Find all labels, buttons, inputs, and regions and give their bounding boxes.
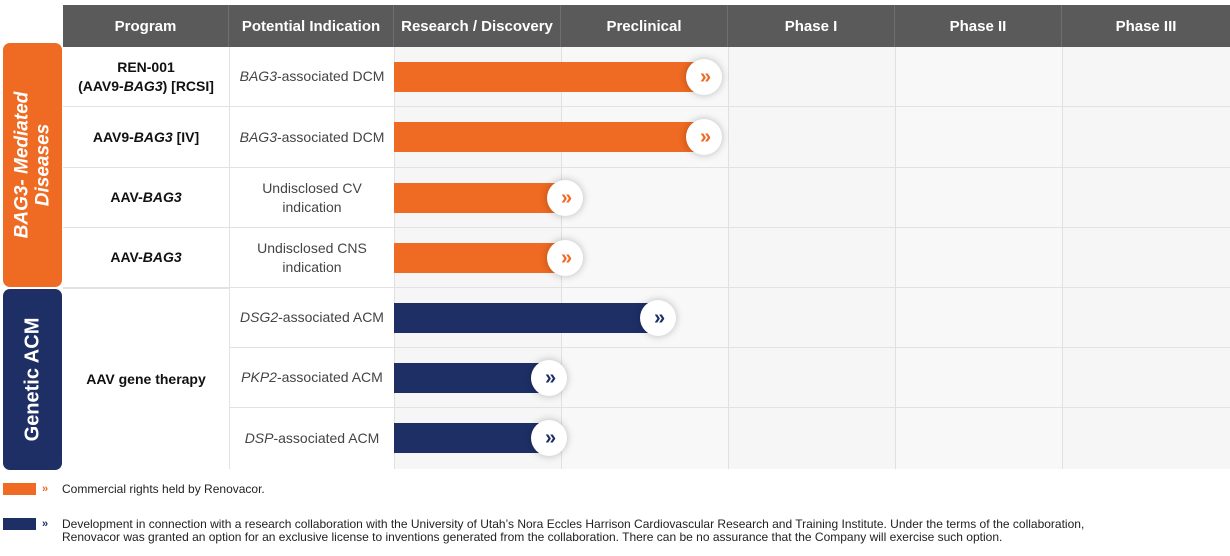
indication-cell: BAG3-associated DCM <box>229 47 394 106</box>
indication-cell: Undisclosed CNS indication <box>229 228 394 287</box>
indication-cell: PKP2-associated ACM <box>229 348 394 407</box>
header-research: Research / Discovery <box>394 5 561 47</box>
legend-navy-text: Development in connection with a researc… <box>62 517 1085 544</box>
acm-program-cell: AAV gene therapy <box>63 288 229 470</box>
indication-cell: DSP-associated ACM <box>229 408 394 469</box>
table-row: AAV-BAG3 Undisclosed CNS indication <box>63 228 1230 288</box>
indication-cell: BAG3-associated DCM <box>229 107 394 167</box>
header-phase2: Phase II <box>895 5 1062 47</box>
program-cell: AAV-BAG3 <box>63 228 229 287</box>
progress-bar <box>394 423 549 453</box>
chevron-icon: » <box>36 517 52 531</box>
progress-bar <box>394 363 549 393</box>
indication-cell: DSG2-associated ACM <box>229 288 394 347</box>
phase3-column <box>1062 47 1230 469</box>
phase2-column <box>895 47 1062 469</box>
table-row: AAV9-BAG3 [IV] BAG3-associated DCM <box>63 107 1230 168</box>
header-indication: Potential Indication <box>229 5 394 47</box>
indication-cell: Undisclosed CV indication <box>229 168 394 227</box>
table-row: DSG2-associated ACM <box>229 288 1230 348</box>
progress-bar <box>394 243 565 273</box>
program-cell: REN-001 (AAV9-BAG3) [RCSI] <box>63 47 229 106</box>
group-label-bag3: BAG3- Mediated Diseases <box>3 43 62 287</box>
phase1-column <box>728 47 895 469</box>
chevron-icon: » <box>531 360 567 396</box>
chevron-icon: » <box>640 300 676 336</box>
program-cell: AAV-BAG3 <box>63 168 229 227</box>
progress-bar <box>394 62 704 92</box>
progress-bar <box>394 122 704 152</box>
chevron-icon: » <box>686 59 722 95</box>
table-row: AAV-BAG3 Undisclosed CV indication <box>63 168 1230 228</box>
chevron-icon: » <box>686 119 722 155</box>
chevron-icon: » <box>547 180 583 216</box>
chevron-icon: » <box>531 420 567 456</box>
progress-bar <box>394 183 565 213</box>
preclinical-column <box>561 47 728 469</box>
group-label-acm: Genetic ACM <box>3 289 62 470</box>
pipeline-header: Program Potential Indication Research / … <box>63 5 1230 47</box>
table-row: PKP2-associated ACM <box>229 348 1230 408</box>
program-cell: AAV9-BAG3 [IV] <box>63 107 229 167</box>
chevron-icon: » <box>36 482 52 496</box>
table-row: REN-001 (AAV9-BAG3) [RCSI] BAG3-associate… <box>63 47 1230 107</box>
legend-orange-text: Commercial rights held by Renovacor. <box>62 482 265 496</box>
table-row: DSP-associated ACM <box>229 408 1230 469</box>
header-program: Program <box>63 5 229 47</box>
progress-bar <box>394 303 658 333</box>
pipeline-grid: REN-001 (AAV9-BAG3) [RCSI] BAG3-associate… <box>63 47 1230 470</box>
header-phase3: Phase III <box>1115 17 1177 35</box>
chevron-icon: » <box>547 240 583 276</box>
header-phase1: Phase I <box>728 5 895 47</box>
header-preclinical: Preclinical <box>561 5 728 47</box>
